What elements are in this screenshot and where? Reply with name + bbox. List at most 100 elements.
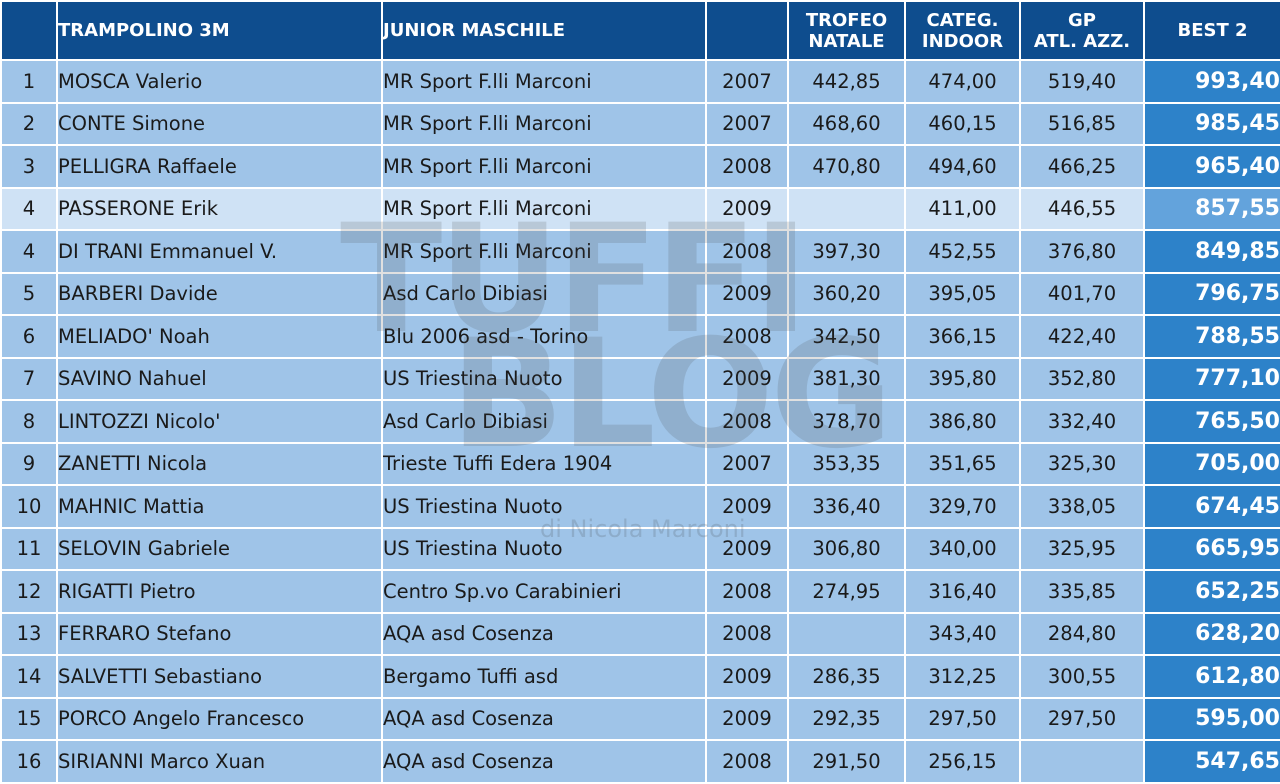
cell-gp-atl-azz: 300,55 <box>1019 654 1145 699</box>
cell-pos: 1 <box>0 59 58 104</box>
cell-birth-year: 2009 <box>705 526 789 571</box>
cell-trofeo-natale: 274,95 <box>787 569 906 614</box>
cell-best-score: 652,25 <box>1143 569 1280 614</box>
header-trofeo-line1: TROFEO <box>805 9 888 31</box>
cell-pos: 11 <box>0 526 58 571</box>
cell-best-score: 665,95 <box>1143 526 1280 571</box>
table-row: 14 SALVETTI Sebastiano Bergamo Tuffi asd 20… <box>0 654 1280 699</box>
table-row: 9 ZANETTI Nicola Trieste Tuffi Edera 1904 2… <box>0 441 1280 486</box>
cell-pos: 10 <box>0 484 58 529</box>
cell-categ-indoor: 366,15 <box>904 314 1021 359</box>
table-row: 2 CONTE Simone MR Sport F.lli Marconi 2007 4… <box>0 101 1280 146</box>
header-best: BEST 2 <box>1143 0 1280 61</box>
cell-club: Trieste Tuffi Edera 1904 <box>381 441 707 486</box>
cell-athlete-name: RIGATTI Pietro <box>56 569 383 614</box>
cell-categ-indoor: 316,40 <box>904 569 1021 614</box>
cell-gp-atl-azz: 325,95 <box>1019 526 1145 571</box>
cell-trofeo-natale: 342,50 <box>787 314 906 359</box>
cell-athlete-name: PELLIGRA Raffaele <box>56 144 383 189</box>
cell-categ-indoor: 329,70 <box>904 484 1021 529</box>
cell-athlete-name: MAHNIC Mattia <box>56 484 383 529</box>
table-row: 8 LINTOZZI Nicolo' Asd Carlo Dibiasi 2008 37… <box>0 399 1280 444</box>
cell-athlete-name: ZANETTI Nicola <box>56 441 383 486</box>
cell-gp-atl-azz: 376,80 <box>1019 229 1145 274</box>
cell-best-score: 788,55 <box>1143 314 1280 359</box>
cell-birth-year: 2008 <box>705 739 789 784</box>
table-row: 7 SAVINO Nahuel US Triestina Nuoto 2009 381,… <box>0 356 1280 401</box>
cell-club: MR Sport F.lli Marconi <box>381 59 707 104</box>
cell-best-score: 777,10 <box>1143 356 1280 401</box>
cell-pos: 4 <box>0 229 58 274</box>
cell-athlete-name: CONTE Simone <box>56 101 383 146</box>
cell-categ-indoor: 452,55 <box>904 229 1021 274</box>
header-gp-atl-azz: GP ATL. AZZ. <box>1019 0 1145 61</box>
cell-trofeo-natale: 336,40 <box>787 484 906 529</box>
cell-trofeo-natale <box>787 186 906 231</box>
table-row: 5 BARBERI Davide Asd Carlo Dibiasi 2009 360,… <box>0 271 1280 316</box>
cell-birth-year: 2009 <box>705 484 789 529</box>
cell-athlete-name: PORCO Angelo Francesco <box>56 696 383 741</box>
cell-gp-atl-azz: 401,70 <box>1019 271 1145 316</box>
cell-best-score: 628,20 <box>1143 611 1280 656</box>
cell-best-score: 985,45 <box>1143 101 1280 146</box>
cell-club: Asd Carlo Dibiasi <box>381 271 707 316</box>
cell-trofeo-natale: 397,30 <box>787 229 906 274</box>
cell-gp-atl-azz <box>1019 739 1145 784</box>
cell-birth-year: 2009 <box>705 186 789 231</box>
cell-trofeo-natale <box>787 611 906 656</box>
cell-categ-indoor: 460,15 <box>904 101 1021 146</box>
cell-pos: 9 <box>0 441 58 486</box>
cell-best-score: 849,85 <box>1143 229 1280 274</box>
cell-categ-indoor: 297,50 <box>904 696 1021 741</box>
cell-athlete-name: MOSCA Valerio <box>56 59 383 104</box>
cell-categ-indoor: 312,25 <box>904 654 1021 699</box>
cell-athlete-name: SAVINO Nahuel <box>56 356 383 401</box>
cell-gp-atl-azz: 332,40 <box>1019 399 1145 444</box>
cell-gp-atl-azz: 338,05 <box>1019 484 1145 529</box>
header-trofeo-line2: NATALE <box>808 30 885 52</box>
cell-birth-year: 2007 <box>705 441 789 486</box>
cell-club: MR Sport F.lli Marconi <box>381 144 707 189</box>
cell-trofeo-natale: 468,60 <box>787 101 906 146</box>
table-row: 1 MOSCA Valerio MR Sport F.lli Marconi 2007… <box>0 59 1280 104</box>
cell-club: Blu 2006 asd - Torino <box>381 314 707 359</box>
cell-categ-indoor: 340,00 <box>904 526 1021 571</box>
cell-best-score: 674,45 <box>1143 484 1280 529</box>
cell-pos: 2 <box>0 101 58 146</box>
cell-birth-year: 2008 <box>705 611 789 656</box>
cell-pos: 5 <box>0 271 58 316</box>
cell-club: Centro Sp.vo Carabinieri <box>381 569 707 614</box>
cell-pos: 4 <box>0 186 58 231</box>
cell-athlete-name: SALVETTI Sebastiano <box>56 654 383 699</box>
cell-club: Bergamo Tuffi asd <box>381 654 707 699</box>
cell-gp-atl-azz: 325,30 <box>1019 441 1145 486</box>
cell-birth-year: 2009 <box>705 654 789 699</box>
table-row: 15 PORCO Angelo Francesco AQA asd Cosenza 2… <box>0 696 1280 741</box>
header-gp-line2: ATL. AZZ. <box>1033 30 1131 52</box>
cell-pos: 6 <box>0 314 58 359</box>
header-categ-line1: CATEG. <box>926 9 999 31</box>
cell-athlete-name: SELOVIN Gabriele <box>56 526 383 571</box>
table-row: 16 SIRIANNI Marco Xuan AQA asd Cosenza 2008… <box>0 739 1280 784</box>
cell-trofeo-natale: 353,35 <box>787 441 906 486</box>
cell-best-score: 765,50 <box>1143 399 1280 444</box>
cell-club: US Triestina Nuoto <box>381 484 707 529</box>
cell-best-score: 595,00 <box>1143 696 1280 741</box>
table-row: 10 MAHNIC Mattia US Triestina Nuoto 2009 336… <box>0 484 1280 529</box>
cell-birth-year: 2008 <box>705 229 789 274</box>
table-row: 3 PELLIGRA Raffaele MR Sport F.lli Marconi… <box>0 144 1280 189</box>
cell-club: MR Sport F.lli Marconi <box>381 186 707 231</box>
cell-trofeo-natale: 442,85 <box>787 59 906 104</box>
cell-categ-indoor: 386,80 <box>904 399 1021 444</box>
table-body: 1 MOSCA Valerio MR Sport F.lli Marconi 2007… <box>0 59 1280 784</box>
header-row: TRAMPOLINO 3M JUNIOR MASCHILE TROFEO NAT… <box>0 0 1280 61</box>
cell-categ-indoor: 256,15 <box>904 739 1021 784</box>
cell-gp-atl-azz: 466,25 <box>1019 144 1145 189</box>
cell-birth-year: 2007 <box>705 59 789 104</box>
cell-athlete-name: LINTOZZI Nicolo' <box>56 399 383 444</box>
cell-trofeo-natale: 470,80 <box>787 144 906 189</box>
cell-birth-year: 2008 <box>705 569 789 614</box>
cell-best-score: 965,40 <box>1143 144 1280 189</box>
cell-trofeo-natale: 292,35 <box>787 696 906 741</box>
